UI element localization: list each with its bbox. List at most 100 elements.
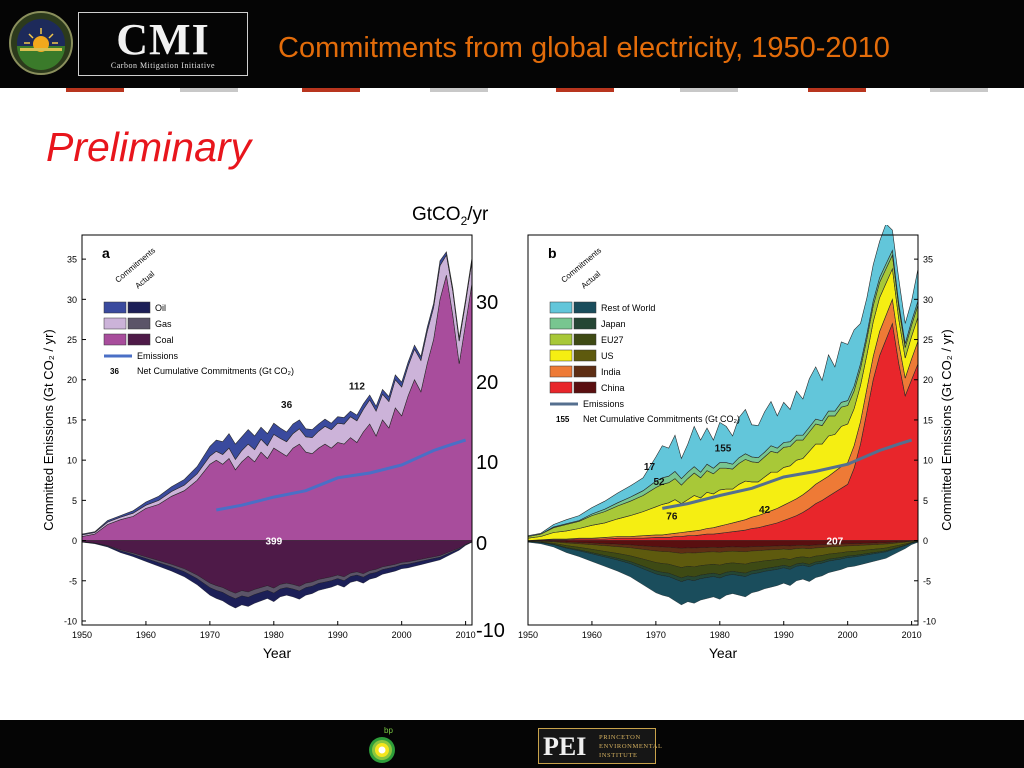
legend-swatch-actual bbox=[573, 381, 597, 394]
legend-swatch-actual bbox=[127, 333, 151, 346]
legend-emissions-label: Emissions bbox=[137, 351, 179, 361]
legend-swatch-commitments bbox=[549, 365, 573, 378]
legend-net-value: 155 bbox=[556, 415, 570, 424]
y-tick-label: 15 bbox=[923, 415, 933, 425]
legend-swatch-commitments bbox=[549, 333, 573, 346]
legend-swatch-actual bbox=[573, 349, 597, 362]
slide-title: Commitments from global electricity, 195… bbox=[278, 32, 890, 64]
plot-frame bbox=[81, 234, 473, 626]
emissions-line bbox=[216, 438, 467, 512]
y-tick-label: 30 bbox=[923, 295, 933, 305]
legend-swatch-commitments bbox=[103, 317, 127, 330]
x-tick-label: 1990 bbox=[328, 630, 348, 640]
chart-panel-b: 35 30 25 20 15 10 5 0 -5 -10 1950 1960 1970 1980 1990 2… bbox=[518, 225, 954, 661]
legend-swatch-actual bbox=[573, 365, 597, 378]
actual-area-coal bbox=[81, 540, 473, 594]
y-tick-label: -5 bbox=[69, 576, 77, 586]
x-tick-label: 1970 bbox=[200, 630, 220, 640]
unit-tick: 10 bbox=[476, 452, 499, 474]
logo-subtitle: Carbon Mitigation Initiative bbox=[110, 61, 216, 70]
cmi-seal-icon bbox=[9, 11, 73, 75]
legend-entry-label: Gas bbox=[155, 319, 172, 329]
y-axis-label: Committed Emissions (Gt CO₂ / yr) bbox=[41, 329, 56, 531]
annotation-label: 42 bbox=[759, 505, 771, 516]
annotation-label: 112 bbox=[349, 381, 366, 392]
cmi-logo: CMI Carbon Mitigation Initiative bbox=[78, 12, 248, 76]
x-tick-label: 1990 bbox=[774, 630, 794, 640]
y-tick-label: 0 bbox=[72, 536, 77, 546]
y-tick-label: 35 bbox=[67, 255, 77, 265]
annotation-label: 399 bbox=[265, 537, 282, 548]
x-tick-label: 2010 bbox=[902, 630, 922, 640]
legend-entry-label: Japan bbox=[601, 319, 626, 329]
annotation-label: 36 bbox=[281, 400, 293, 411]
legend-emissions-label: Emissions bbox=[583, 399, 625, 409]
legend-entry-label: EU27 bbox=[601, 335, 624, 345]
y-tick-label: 10 bbox=[923, 456, 933, 466]
legend-net-value: 36 bbox=[110, 367, 119, 376]
emissions-line bbox=[662, 438, 913, 510]
x-tick-label: 2010 bbox=[456, 630, 476, 640]
y-tick-label: 25 bbox=[923, 335, 933, 345]
y-tick-label: -10 bbox=[64, 616, 77, 626]
legend-swatch-commitments bbox=[549, 301, 573, 314]
y-tick-label: -10 bbox=[923, 616, 936, 626]
unit-tick: 20 bbox=[476, 372, 499, 394]
y-tick-label: 35 bbox=[923, 255, 933, 265]
x-tick-label: 1970 bbox=[646, 630, 666, 640]
x-tick-label: 2000 bbox=[838, 630, 858, 640]
annotation-label: 207 bbox=[827, 537, 844, 548]
legend-entry-label: India bbox=[601, 367, 621, 377]
logo-letters: CMI bbox=[116, 15, 210, 64]
x-tick-label: 1950 bbox=[518, 630, 538, 640]
y-tick-label: 20 bbox=[923, 375, 933, 385]
legend-entry-label: Rest of World bbox=[601, 303, 655, 313]
legend-header-actual: Actual bbox=[580, 269, 603, 290]
y-tick-label: 5 bbox=[72, 496, 77, 506]
preliminary-label: Preliminary bbox=[46, 124, 252, 170]
legend-swatch-commitments bbox=[103, 333, 127, 346]
y-tick-label: 5 bbox=[923, 496, 928, 506]
annotation-label: 155 bbox=[715, 443, 732, 454]
chart-panel-a: 35 30 25 20 15 10 5 0 -5 -10 1950 1960 1970 1980 1990 2… bbox=[41, 234, 476, 661]
legend-header-actual: Actual bbox=[134, 269, 157, 290]
pei-letters: PEI bbox=[543, 732, 587, 761]
legend-swatch-commitments bbox=[103, 301, 127, 314]
y-tick-label: 30 bbox=[67, 295, 77, 305]
legend-swatch-commitments bbox=[549, 317, 573, 330]
unit-label: GtCO2/yr bbox=[412, 204, 489, 228]
y-tick-label: 25 bbox=[67, 335, 77, 345]
x-tick-label: 1980 bbox=[710, 630, 730, 640]
legend-entry-label: China bbox=[601, 383, 625, 393]
area-coal bbox=[81, 275, 473, 541]
pei-logo: PEI PRINCETON ENVIRONMENTAL INSTITUTE bbox=[538, 728, 663, 764]
legend-net-label: Net Cumulative Commitments (Gt CO₂) bbox=[583, 414, 740, 424]
annotation-label: 76 bbox=[666, 512, 678, 523]
plot-frame bbox=[527, 234, 919, 626]
legend-swatch-actual bbox=[573, 333, 597, 346]
x-tick-label: 1950 bbox=[72, 630, 92, 640]
legend-swatch-actual bbox=[127, 317, 151, 330]
bp-helios-icon: bp bbox=[369, 726, 395, 763]
legend-entry-label: US bbox=[601, 351, 614, 361]
annotation-label: 17 bbox=[644, 462, 656, 473]
legend-entry-label: Coal bbox=[155, 335, 174, 345]
y-tick-label: -5 bbox=[923, 576, 931, 586]
panel-letter: a bbox=[102, 245, 110, 261]
unit-tick: 0 bbox=[476, 533, 488, 555]
svg-text:bp: bp bbox=[384, 726, 393, 735]
panel-letter: b bbox=[548, 245, 557, 261]
legend-swatch-commitments bbox=[549, 381, 573, 394]
x-tick-label: 2000 bbox=[392, 630, 412, 640]
legend-swatch-actual bbox=[127, 301, 151, 314]
y-tick-label: 15 bbox=[67, 415, 77, 425]
x-axis-label: Year bbox=[263, 645, 292, 661]
header-stripes bbox=[0, 88, 1024, 92]
legend-swatch-actual bbox=[573, 301, 597, 314]
y-tick-label: 10 bbox=[67, 456, 77, 466]
annotation-label: 52 bbox=[654, 477, 666, 488]
header-bar: CMI Carbon Mitigation Initiative Commitm… bbox=[0, 0, 1024, 88]
x-axis-label: Year bbox=[709, 645, 738, 661]
pei-subtitle: PRINCETON ENVIRONMENTAL INSTITUTE bbox=[599, 734, 663, 759]
legend-swatch-actual bbox=[573, 317, 597, 330]
